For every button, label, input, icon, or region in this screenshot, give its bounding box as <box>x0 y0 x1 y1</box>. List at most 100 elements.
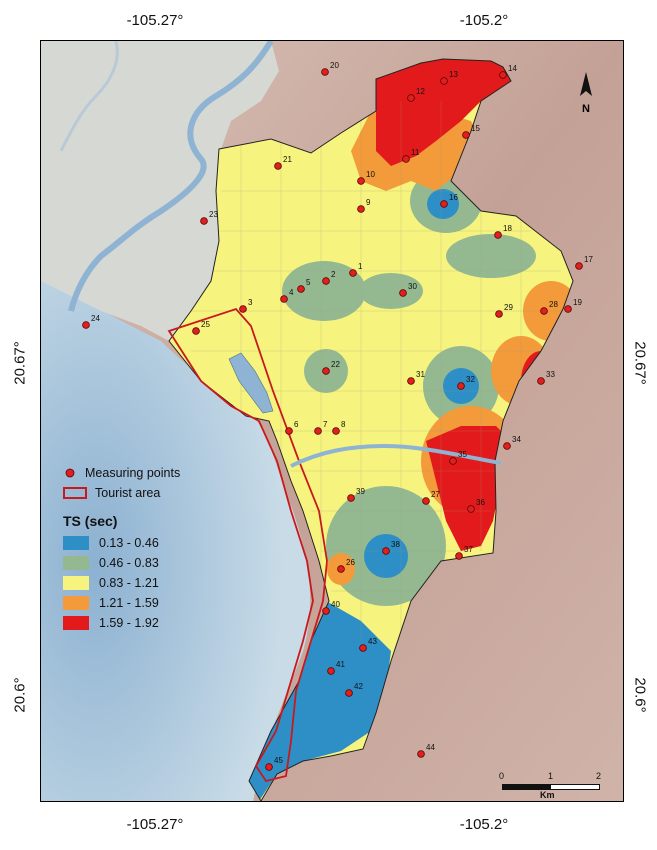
legend: Measuring points Tourist area TS (sec) 0… <box>63 463 180 633</box>
measuring-point-6[interactable] <box>285 427 293 435</box>
measuring-point-16[interactable] <box>440 200 448 208</box>
measuring-point-37[interactable] <box>455 552 463 560</box>
city-boundary <box>168 58 574 801</box>
measuring-point-label-32: 32 <box>466 375 475 384</box>
measuring-point-33[interactable] <box>537 377 545 385</box>
measuring-point-26[interactable] <box>337 565 345 573</box>
measuring-point-17[interactable] <box>575 262 583 270</box>
measuring-point-41[interactable] <box>327 667 335 675</box>
map-frame[interactable]: N 1 2 3 4 5 6 7 8 9 10 11 12 13 14 15 16 17 18 19 20 21 22 23 2… <box>40 40 624 802</box>
measuring-point-label-21: 21 <box>283 155 292 164</box>
measuring-point-15[interactable] <box>462 131 470 139</box>
measuring-point-11[interactable] <box>402 155 410 163</box>
measuring-point-8[interactable] <box>332 427 340 435</box>
measuring-point-label-45: 45 <box>274 756 283 765</box>
measuring-point-label-23: 23 <box>209 210 218 219</box>
legend-swatch <box>63 536 89 550</box>
measuring-point-24[interactable] <box>82 321 90 329</box>
tourist-area-swatch <box>63 487 87 499</box>
measuring-point-29[interactable] <box>495 310 503 318</box>
measuring-point-label-43: 43 <box>368 637 377 646</box>
scale-tick-2: 2 <box>596 771 602 781</box>
north-arrow-icon: N <box>580 72 592 115</box>
measuring-point-42[interactable] <box>345 689 353 697</box>
measuring-point-label-18: 18 <box>503 224 512 233</box>
measuring-point-40[interactable] <box>322 607 330 615</box>
measuring-point-label-38: 38 <box>391 540 400 549</box>
measuring-point-label-27: 27 <box>431 490 440 499</box>
measuring-point-label-1: 1 <box>358 262 363 271</box>
measuring-point-36[interactable] <box>467 505 475 513</box>
measuring-point-19[interactable] <box>564 305 572 313</box>
legend-measuring-points: Measuring points <box>63 463 180 483</box>
measuring-point-25[interactable] <box>192 327 200 335</box>
measuring-point-18[interactable] <box>494 231 502 239</box>
legend-class-1: 0.13 - 0.46 <box>63 533 180 553</box>
measuring-point-4[interactable] <box>280 295 288 303</box>
measuring-point-23[interactable] <box>200 217 208 225</box>
point-icon <box>65 468 75 478</box>
measuring-point-31[interactable] <box>407 377 415 385</box>
measuring-point-2[interactable] <box>322 277 330 285</box>
marina <box>228 352 274 414</box>
measuring-point-43[interactable] <box>359 644 367 652</box>
measuring-point-label-40: 40 <box>331 600 340 609</box>
river-branch <box>59 41 119 152</box>
measuring-point-label-15: 15 <box>471 124 480 133</box>
measuring-point-label-11: 11 <box>411 148 420 157</box>
measuring-point-label-2: 2 <box>331 270 336 279</box>
measuring-point-label-37: 37 <box>464 545 473 554</box>
measuring-point-label-14: 14 <box>508 64 517 73</box>
legend-class-label: 0.46 - 0.83 <box>99 556 159 570</box>
coord-bottom-west: -105.27° <box>126 816 184 833</box>
coord-bottom-east: -105.2° <box>459 816 509 833</box>
measuring-point-label-3: 3 <box>248 298 253 307</box>
measuring-point-10[interactable] <box>357 177 365 185</box>
measuring-point-label-8: 8 <box>341 420 346 429</box>
measuring-point-38[interactable] <box>382 547 390 555</box>
legend-swatch <box>63 576 89 590</box>
scale-tick-0: 0 <box>499 771 505 781</box>
measuring-point-label-9: 9 <box>366 198 371 207</box>
river <box>68 41 274 312</box>
measuring-point-3[interactable] <box>239 305 247 313</box>
legend-class-3: 0.83 - 1.21 <box>63 573 180 593</box>
measuring-point-32[interactable] <box>457 382 465 390</box>
measuring-point-label-7: 7 <box>323 420 328 429</box>
measuring-point-39[interactable] <box>347 494 355 502</box>
measuring-point-9[interactable] <box>357 205 365 213</box>
measuring-point-12[interactable] <box>407 94 415 102</box>
legend-class-label: 1.59 - 1.92 <box>99 616 159 630</box>
measuring-point-label-30: 30 <box>408 282 417 291</box>
measuring-point-1[interactable] <box>349 269 357 277</box>
coord-right-south: 20.6° <box>631 677 649 713</box>
measuring-point-21[interactable] <box>274 162 282 170</box>
measuring-point-5[interactable] <box>297 285 305 293</box>
measuring-point-44[interactable] <box>417 750 425 758</box>
measuring-point-label-16: 16 <box>449 193 458 202</box>
measuring-point-label-39: 39 <box>356 487 365 496</box>
measuring-point-45[interactable] <box>265 763 273 771</box>
measuring-point-34[interactable] <box>503 442 511 450</box>
measuring-point-27[interactable] <box>422 497 430 505</box>
legend-swatch <box>63 596 89 610</box>
measuring-point-14[interactable] <box>499 71 507 79</box>
scale-tick-1: 1 <box>548 771 554 781</box>
measuring-point-13[interactable] <box>440 77 448 85</box>
measuring-point-label-19: 19 <box>573 298 582 307</box>
measuring-point-28[interactable] <box>540 307 548 315</box>
legend-class-label: 0.13 - 0.46 <box>99 536 159 550</box>
measuring-point-22[interactable] <box>322 367 330 375</box>
measuring-point-label-26: 26 <box>346 558 355 567</box>
legend-swatch <box>63 616 89 630</box>
measuring-point-20[interactable] <box>321 68 329 76</box>
measuring-point-30[interactable] <box>399 289 407 297</box>
north-label: N <box>582 103 590 115</box>
measuring-point-35[interactable] <box>449 457 457 465</box>
measuring-point-label-44: 44 <box>426 743 435 752</box>
sea <box>41 271 311 801</box>
western-land <box>41 41 279 341</box>
measuring-point-label-10: 10 <box>366 170 375 179</box>
measuring-point-7[interactable] <box>314 427 322 435</box>
